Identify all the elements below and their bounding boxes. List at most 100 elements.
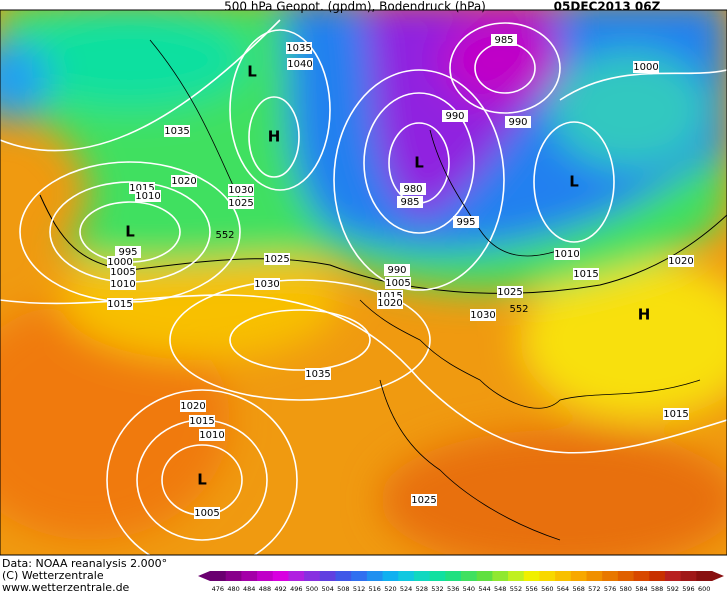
pressure-center: L — [125, 223, 135, 241]
colorbar-swatch — [429, 571, 446, 581]
isobar-label: 1015 — [377, 291, 402, 302]
colorbar-label: 568 — [572, 585, 584, 593]
isobars — [0, 19, 727, 555]
colorbar-label: 580 — [620, 585, 632, 593]
isobar-label-bg — [110, 278, 136, 290]
isobar-label-bg — [505, 116, 531, 128]
isobar-label-bg — [668, 255, 694, 267]
colorbar-swatch — [304, 571, 321, 581]
colorbar-swatch — [351, 571, 368, 581]
colorbar-label: 540 — [463, 585, 475, 593]
pressure-center: H — [268, 128, 281, 146]
colorbar-label: 560 — [541, 585, 553, 593]
map-field — [0, 10, 727, 555]
isobar-label-bg — [107, 298, 133, 310]
isobar-label: 1035 — [164, 126, 189, 137]
isobar-label: 1015 — [663, 409, 688, 420]
colorbar-swatch — [398, 571, 415, 581]
isobar-label-bg — [180, 400, 206, 412]
colorbar-label: 556 — [525, 585, 537, 593]
coastlines — [149, 39, 701, 541]
colorbar-swatch — [476, 571, 493, 581]
colorbar-label: 572 — [588, 585, 600, 593]
colorbar-label: 524 — [400, 585, 412, 593]
isobar-label-bg — [400, 183, 426, 195]
isobar-label-bg — [135, 190, 161, 202]
isobar-label: 1025 — [497, 287, 522, 298]
colorbar-label: 532 — [431, 585, 443, 593]
data-source: Data: NOAA reanalysis 2.000° — [2, 557, 168, 570]
isobar-label: 1035 — [286, 43, 311, 54]
isobar-label: 1015 — [189, 416, 214, 427]
isobar-label-bg — [442, 110, 468, 122]
isobar-label: 1020 — [668, 256, 693, 267]
colorbar-label: 596 — [682, 585, 694, 593]
geopotential-label: 552 — [215, 230, 234, 241]
colorbar-swatch — [335, 571, 352, 581]
colorbar-swatch — [319, 571, 336, 581]
isobar-label-bg — [164, 125, 190, 137]
isobar-label-bg — [554, 248, 580, 260]
isobar-label: 1005 — [194, 508, 219, 519]
isobar-label-bg — [254, 278, 280, 290]
isobar-label: 1030 — [228, 185, 253, 196]
isobar-label: 1010 — [199, 430, 224, 441]
isobar-label-bg — [633, 61, 659, 73]
isobar-label-bg — [385, 277, 411, 289]
colorbar-label: 576 — [604, 585, 616, 593]
colorbar-swatch — [508, 571, 525, 581]
colorbar-swatch — [288, 571, 305, 581]
isobar-label-bg — [491, 34, 517, 46]
colorbar-swatch — [586, 571, 603, 581]
colorbar-label: 520 — [384, 585, 396, 593]
isobar-label-bg — [189, 415, 215, 427]
isobar-label-bg — [110, 266, 136, 278]
isobar-label: 995 — [118, 247, 137, 258]
map-date: 05DEC2013 06Z — [554, 0, 661, 14]
pressure-center: L — [569, 173, 579, 191]
isobar-label-bg — [194, 507, 220, 519]
isobar-label-bg — [171, 175, 197, 187]
map-title: 500 hPa Geopot. (gpdm), Bodendruck (hPa) — [224, 0, 486, 14]
isobar-label-bg — [663, 408, 689, 420]
colorbar-label: 544 — [478, 585, 490, 593]
colorbar-arrow-left — [198, 571, 210, 581]
isobar-label: 1030 — [254, 279, 279, 290]
isobar-label: 990 — [508, 117, 527, 128]
isobar-label-bg — [115, 246, 141, 258]
colorbar-swatch — [617, 571, 635, 581]
isobar-label: 1040 — [287, 59, 312, 70]
colorbar-label: 508 — [337, 585, 349, 593]
isobar-label: 990 — [387, 265, 406, 276]
colorbar-label: 512 — [353, 585, 365, 593]
isobar-label-bg — [470, 309, 496, 321]
colorbar-label: 600 — [698, 585, 710, 593]
colorbar-swatch — [382, 571, 399, 581]
isobar-label: 1010 — [110, 279, 135, 290]
isobar-label: 1000 — [107, 257, 132, 268]
colorbar-swatch — [461, 571, 478, 581]
colorbar-label: 488 — [259, 585, 271, 593]
colorbar-swatch — [241, 571, 258, 581]
colorbar-label: 484 — [243, 585, 255, 593]
isobar-label: 1025 — [228, 198, 253, 209]
isobar-label-bg — [264, 253, 290, 265]
isobar-label: 1015 — [129, 183, 154, 194]
colorbar-swatch — [492, 571, 509, 581]
colorbar-swatch — [680, 571, 697, 581]
colorbar-label: 496 — [290, 585, 302, 593]
isobar-label: 1020 — [180, 401, 205, 412]
isobar-label: 980 — [403, 184, 422, 195]
isobar-label: 1000 — [633, 62, 658, 73]
isobar-label: 1010 — [554, 249, 579, 260]
isobar-label-bg — [397, 196, 423, 208]
colorbar-label: 504 — [321, 585, 333, 593]
colorbar-label: 588 — [651, 585, 663, 593]
colorbar-label: 516 — [369, 585, 381, 593]
colorbar-label: 548 — [494, 585, 506, 593]
isobar-label-bg — [305, 368, 331, 380]
isobar-label: 1025 — [411, 495, 436, 506]
colorbar-swatch — [555, 571, 572, 581]
colorbar-label: 492 — [274, 585, 286, 593]
isobar-label: 995 — [456, 217, 475, 228]
